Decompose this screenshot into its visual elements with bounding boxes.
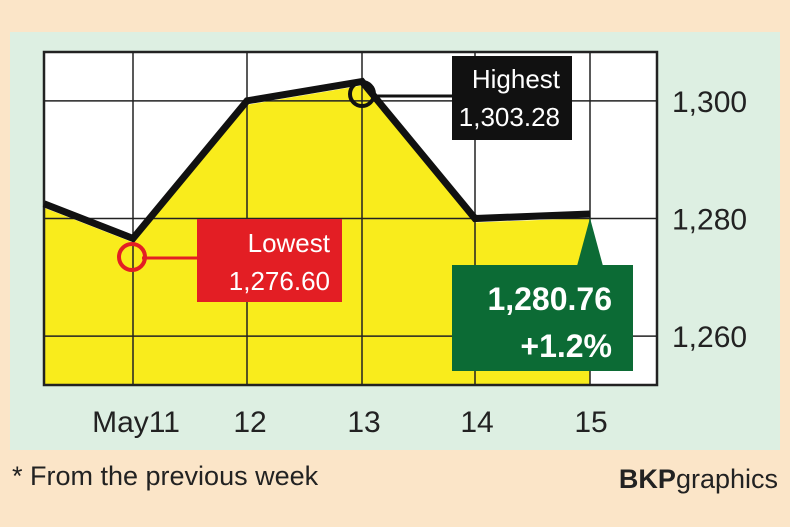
x-axis: May11 12 13 14 15 <box>92 406 608 439</box>
latest-value: 1,280.76 <box>487 281 612 317</box>
y-axis: 1,260 1,280 1,300 <box>672 86 747 354</box>
footnote: * From the previous week <box>12 461 319 491</box>
y-tick-label: 1,260 <box>672 321 747 354</box>
y-tick-label: 1,300 <box>672 86 747 119</box>
plot-border <box>42 50 659 387</box>
lowest-annotation: Lowest 1,276.60 <box>117 219 342 302</box>
credit: BKPgraphics <box>619 464 778 494</box>
lowest-value: 1,276.60 <box>229 266 330 296</box>
highest-annotation: Highest 1,303.28 <box>348 56 572 140</box>
x-tick-label: 14 <box>460 406 493 439</box>
x-tick-label: 13 <box>347 406 380 439</box>
lowest-label: Lowest <box>248 228 331 258</box>
credit-bold: BKP <box>619 464 676 494</box>
highest-marker <box>348 80 376 108</box>
highest-label: Highest <box>472 64 561 94</box>
y-tick-label: 1,280 <box>672 204 747 237</box>
credit-rest: graphics <box>676 464 778 494</box>
latest-change: +1.2% <box>520 328 612 364</box>
highest-value: 1,303.28 <box>459 102 560 132</box>
x-tick-label: 15 <box>574 406 607 439</box>
x-tick-label: May11 <box>92 406 180 439</box>
lowest-marker <box>117 242 147 272</box>
x-tick-label: 12 <box>233 406 266 439</box>
latest-annotation: 1,280.76 +1.2% <box>452 218 633 371</box>
price-line <box>42 77 591 243</box>
